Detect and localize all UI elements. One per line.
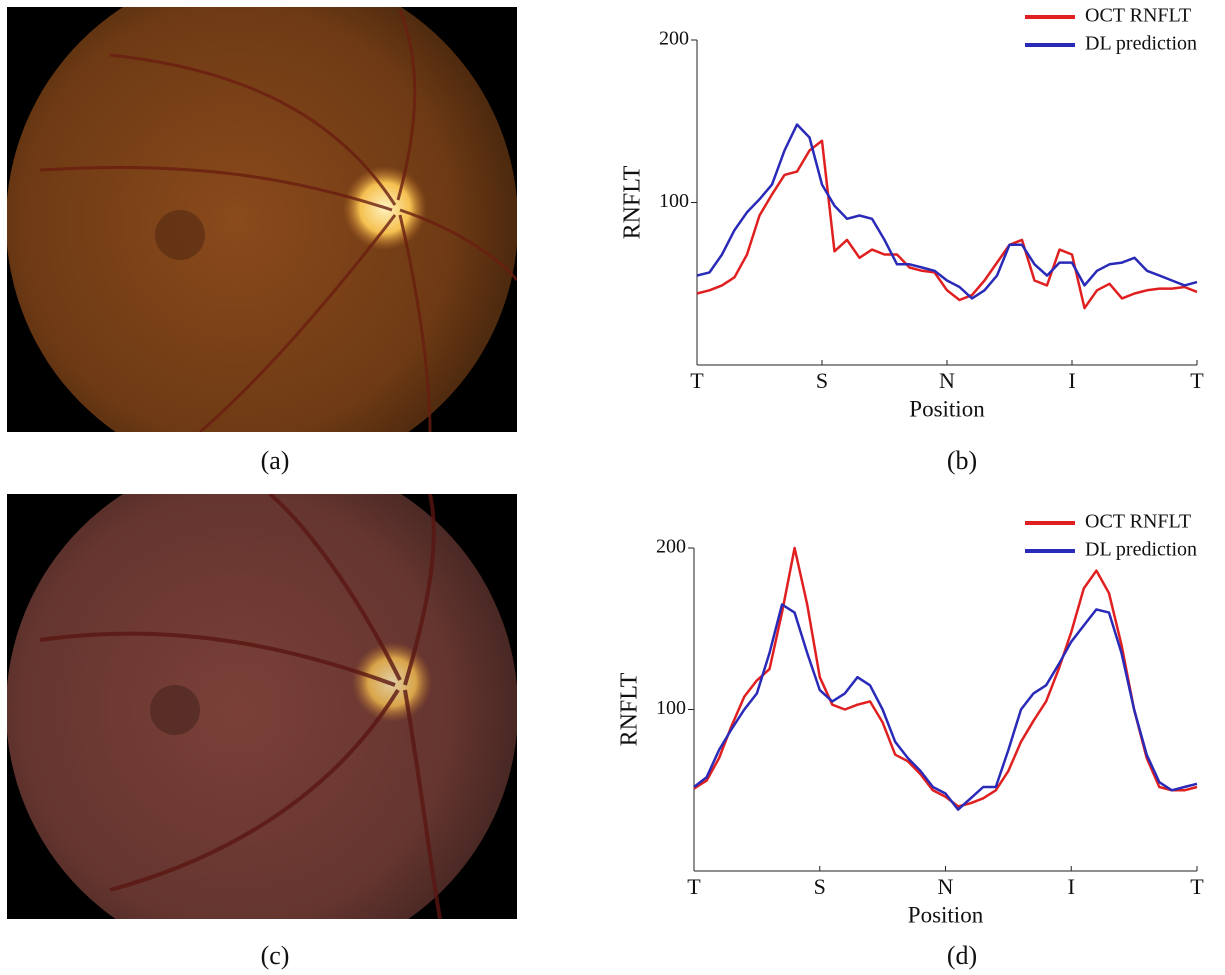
legend-label: DL prediction bbox=[1085, 33, 1197, 55]
x-axis-label: Position bbox=[908, 902, 984, 927]
x-tick-label: S bbox=[814, 874, 826, 899]
x-tick-label: T bbox=[1190, 368, 1204, 393]
data-line bbox=[697, 141, 1197, 308]
data-line bbox=[697, 125, 1197, 299]
y-axis-label: RNFLT bbox=[620, 165, 646, 239]
y-axis-label: RNFLT bbox=[617, 672, 643, 746]
y-tick-label: 100 bbox=[656, 697, 686, 719]
panel-label: (c) bbox=[261, 941, 290, 970]
x-tick-label: S bbox=[816, 368, 828, 393]
y-tick-label: 200 bbox=[659, 28, 689, 50]
y-tick-label: 100 bbox=[659, 190, 689, 212]
x-tick-label: N bbox=[939, 368, 955, 393]
x-tick-label: T bbox=[687, 874, 701, 899]
data-line bbox=[694, 548, 1197, 806]
legend-label: DL prediction bbox=[1085, 539, 1197, 561]
data-line bbox=[694, 605, 1197, 810]
x-axis-label: Position bbox=[909, 396, 985, 421]
x-tick-label: T bbox=[690, 368, 704, 393]
panel-label: (b) bbox=[947, 446, 977, 475]
legend-label: OCT RNFLT bbox=[1085, 5, 1191, 27]
x-tick-label: I bbox=[1068, 368, 1075, 393]
fundus-image-c bbox=[6, 453, 518, 965]
y-tick-label: 200 bbox=[656, 536, 686, 558]
panel-label: (a) bbox=[261, 446, 290, 475]
legend-label: OCT RNFLT bbox=[1085, 511, 1191, 533]
fundus-image-a bbox=[6, 0, 518, 478]
panel-label: (d) bbox=[947, 941, 977, 970]
x-tick-label: N bbox=[938, 874, 954, 899]
x-tick-label: T bbox=[1190, 874, 1204, 899]
figure: (a) (b) (c) (d) 100 200 T S N I T Position RNFLT… bbox=[0, 0, 1225, 975]
x-tick-label: I bbox=[1068, 874, 1075, 899]
